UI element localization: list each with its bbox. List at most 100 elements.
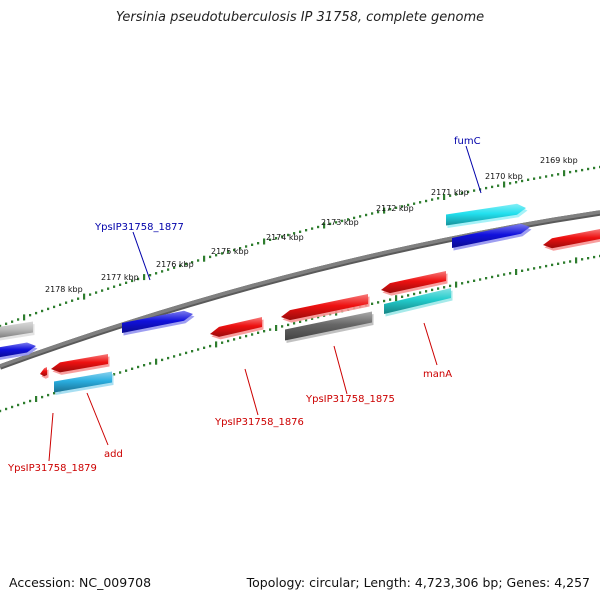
ruler-dot [437,197,440,200]
ruler-dot [479,278,482,281]
gene-arrow-gray [0,321,33,338]
ruler-dot [257,331,260,334]
ruler-dot [503,273,506,276]
ruler-dot [113,373,116,376]
scale-label: 2174 kbp [266,233,304,242]
ruler-dot [407,203,410,207]
ruler-dot [365,213,368,217]
ruler-dot [413,292,416,296]
ruler-dot [347,218,350,221]
gene-label-fumC: fumC [454,136,481,147]
ruler-dot [485,277,488,280]
ruler-dot [131,279,134,283]
ruler-dot [539,266,542,269]
ruler-dot [209,255,212,259]
ruler-dot [449,194,452,197]
ruler-dot [197,348,200,351]
ruler-dot [209,344,212,348]
ruler-dot [593,166,596,170]
ruler-dot [545,175,548,178]
ruler-dot [419,201,422,204]
ruler-dot [125,369,128,372]
gene-arrow-YpsIP31758_1879 [40,367,47,377]
ruler-dot [149,274,152,277]
ruler-major-tick [515,269,518,275]
ruler-dot [413,202,416,205]
gene-arrow-YpsIP31758_1875 [281,294,368,321]
ruler-major-tick [395,295,398,302]
gene-label-YpsIP31758_1877: YpsIP31758_1877 [94,222,184,233]
ruler-dot [311,317,314,320]
ruler-dot [455,193,458,196]
ruler-dot [389,208,392,211]
ruler-dot [215,254,218,257]
ruler-dot [95,291,98,294]
genome-info-text: Topology: circular; Length: 4,723,306 bp… [246,575,590,590]
ruler-dot [515,181,518,184]
ruler-dot [29,399,32,403]
scale-label: 2173 kbp [321,218,359,227]
gene-arrow-blue-left [0,342,36,358]
ruler-dot [173,266,176,269]
ruler-dot [467,190,470,194]
ruler-dot [179,264,182,268]
ruler-dot [431,288,434,292]
gene-label-manA: manA [423,369,452,380]
ruler-dot [467,280,470,284]
ruler-dot [527,268,530,271]
ruler-dot [137,365,140,369]
ruler-dot [227,339,230,343]
ruler-dot [155,272,158,275]
ruler-dot [119,283,122,286]
ruler-dot [377,301,380,304]
ruler-dot [431,198,434,201]
ruler-dot [251,333,254,336]
ruler-dot [557,262,560,265]
ruler-dot [227,250,230,253]
ruler-dot [581,168,584,172]
ruler-dot [497,184,500,187]
ruler-dot [491,185,494,189]
callout-line-manA [423,322,438,366]
gene-arrow-YpsIP31758_1877 [122,310,193,333]
ruler-dot [167,356,170,360]
gene-features [0,203,600,395]
ruler-dot [65,301,68,304]
ruler-dot [29,314,32,317]
ruler-dot [539,176,542,179]
ruler-dot [473,279,476,282]
ruler-dot [107,287,110,290]
ruler-dot [47,307,50,311]
gene-callouts: fumC YpsIP31758_1877 manA YpsIP31758_1875 Yp… [7,136,482,474]
ruler-major-tick [575,257,578,264]
ruler-dot [161,270,164,273]
ruler-dot [341,219,344,223]
callout-line-YpsIP31758_1875 [333,345,348,395]
ruler-dot [569,260,572,263]
ruler-dot [461,282,464,285]
ruler-dot [11,320,14,323]
ruler-dot [11,405,14,409]
scale-label: 2171 kbp [431,188,469,197]
ruler-dot [329,222,332,226]
ruler-dot [395,206,398,209]
gene-arrow-red [543,229,600,249]
ruler-dot [449,284,452,288]
gene-arrow-add [51,354,108,373]
ruler-dot [245,334,248,338]
callout-line-add [86,392,109,446]
ruler-dot [299,230,302,233]
ruler-dot [299,320,302,323]
ruler-dot [359,215,362,218]
ruler-dot [563,261,566,264]
scale-labels: 2169 kbp 2170 kbp 2171 kbp 2172 kbp 2173 kbp… [45,156,578,294]
ruler-dot [77,297,80,300]
ruler-dot [137,277,140,281]
ruler-major-tick [383,207,386,214]
ruler-dot [233,248,236,252]
ruler-dot [143,364,146,367]
ruler-dot [317,225,320,229]
gene-label-YpsIP31758_1879: YpsIP31758_1879 [7,463,97,474]
